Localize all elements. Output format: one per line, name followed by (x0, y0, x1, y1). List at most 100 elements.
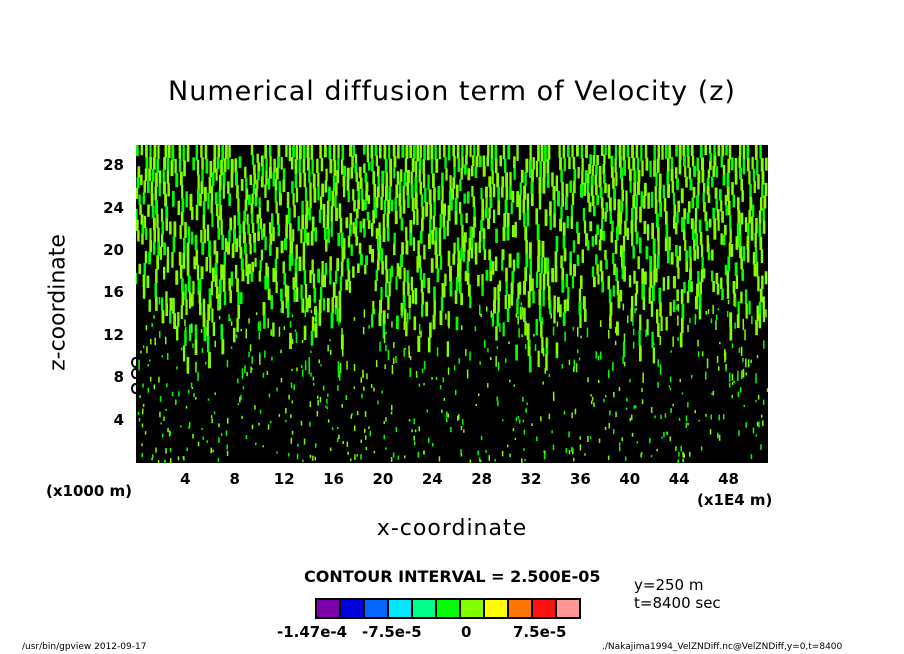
field-cell (275, 167, 279, 180)
field-cell (430, 258, 434, 273)
field-cell (290, 437, 293, 444)
field-cell (214, 262, 218, 276)
field-cell (261, 165, 265, 177)
field-cell (349, 224, 352, 237)
field-cell (699, 145, 703, 158)
field-cell (613, 263, 617, 275)
field-cell (329, 339, 331, 342)
field-cell (542, 177, 546, 194)
field-cell (631, 207, 634, 221)
field-cell (493, 209, 496, 223)
field-cell (292, 229, 295, 242)
field-cell (479, 361, 481, 365)
field-cell (715, 320, 717, 330)
field-cell (745, 422, 747, 428)
field-cell (332, 282, 336, 298)
field-cell (339, 362, 342, 374)
field-cell (292, 145, 295, 158)
field-cell (363, 163, 366, 174)
field-cell (297, 216, 300, 231)
field-cell (205, 256, 208, 272)
field-cell (152, 454, 154, 459)
field-cell (512, 428, 515, 432)
field-cell (256, 179, 259, 189)
field-cell (662, 184, 665, 199)
field-cell (741, 190, 744, 202)
field-cell (632, 328, 635, 336)
field-cell (443, 397, 446, 401)
field-cell (145, 145, 148, 158)
field-cell (372, 301, 375, 315)
field-cell (362, 218, 366, 229)
field-cell (187, 275, 191, 293)
field-cell (639, 206, 642, 223)
field-cell (346, 258, 350, 271)
field-cell (434, 145, 437, 160)
field-cell (473, 145, 476, 156)
field-cell (694, 220, 697, 234)
field-cell (572, 448, 574, 455)
field-cell (415, 160, 418, 178)
field-cell (658, 287, 661, 303)
field-cell (238, 224, 242, 236)
field-cell (318, 359, 320, 364)
field-cell (700, 269, 704, 283)
field-cell (166, 170, 170, 184)
field-cell (740, 212, 744, 225)
field-cell (284, 284, 288, 297)
field-cell (458, 358, 460, 364)
field-cell (474, 253, 478, 265)
field-cell (341, 404, 343, 408)
field-cell (525, 158, 529, 173)
field-cell (449, 175, 452, 191)
field-cell (364, 264, 367, 275)
field-cell (650, 455, 653, 458)
field-cell (580, 184, 583, 198)
field-cell (351, 413, 353, 416)
field-cell (278, 326, 281, 337)
field-cell (762, 309, 766, 323)
field-cell (342, 176, 346, 187)
field-cell (441, 186, 444, 201)
field-cell (553, 213, 556, 228)
field-cell (142, 192, 146, 205)
field-cell (336, 258, 340, 272)
field-cell (182, 145, 185, 161)
field-cell (482, 165, 486, 177)
field-cell (308, 170, 311, 183)
field-cell (755, 373, 757, 384)
field-cell (598, 438, 601, 443)
field-cell (613, 428, 615, 435)
field-cell (745, 303, 748, 319)
field-cell (531, 423, 533, 426)
field-cell (659, 301, 662, 317)
field-cell (484, 207, 488, 219)
field-cell (385, 417, 387, 422)
field-cell (312, 273, 316, 289)
field-cell (427, 233, 431, 249)
field-cell (761, 275, 764, 290)
field-cell (664, 145, 668, 159)
field-cell (148, 299, 151, 312)
field-cell (528, 339, 531, 347)
field-cell (559, 218, 562, 232)
field-cell (750, 216, 754, 229)
field-cell (384, 158, 388, 174)
field-cell (379, 145, 382, 159)
field-cell (495, 355, 497, 367)
x-tick-label: 20 (372, 470, 394, 488)
field-cell (226, 444, 228, 450)
field-cell (540, 257, 544, 274)
field-cell (491, 261, 495, 275)
field-cell (256, 214, 260, 224)
field-cell (418, 169, 421, 183)
field-cell (615, 327, 617, 334)
field-cell (712, 390, 715, 396)
field-cell (343, 165, 346, 177)
field-cell (391, 321, 393, 328)
field-cell (609, 302, 613, 316)
field-cell (204, 145, 208, 160)
field-cell (389, 172, 393, 187)
field-cell (165, 408, 167, 411)
field-cell (390, 411, 393, 415)
